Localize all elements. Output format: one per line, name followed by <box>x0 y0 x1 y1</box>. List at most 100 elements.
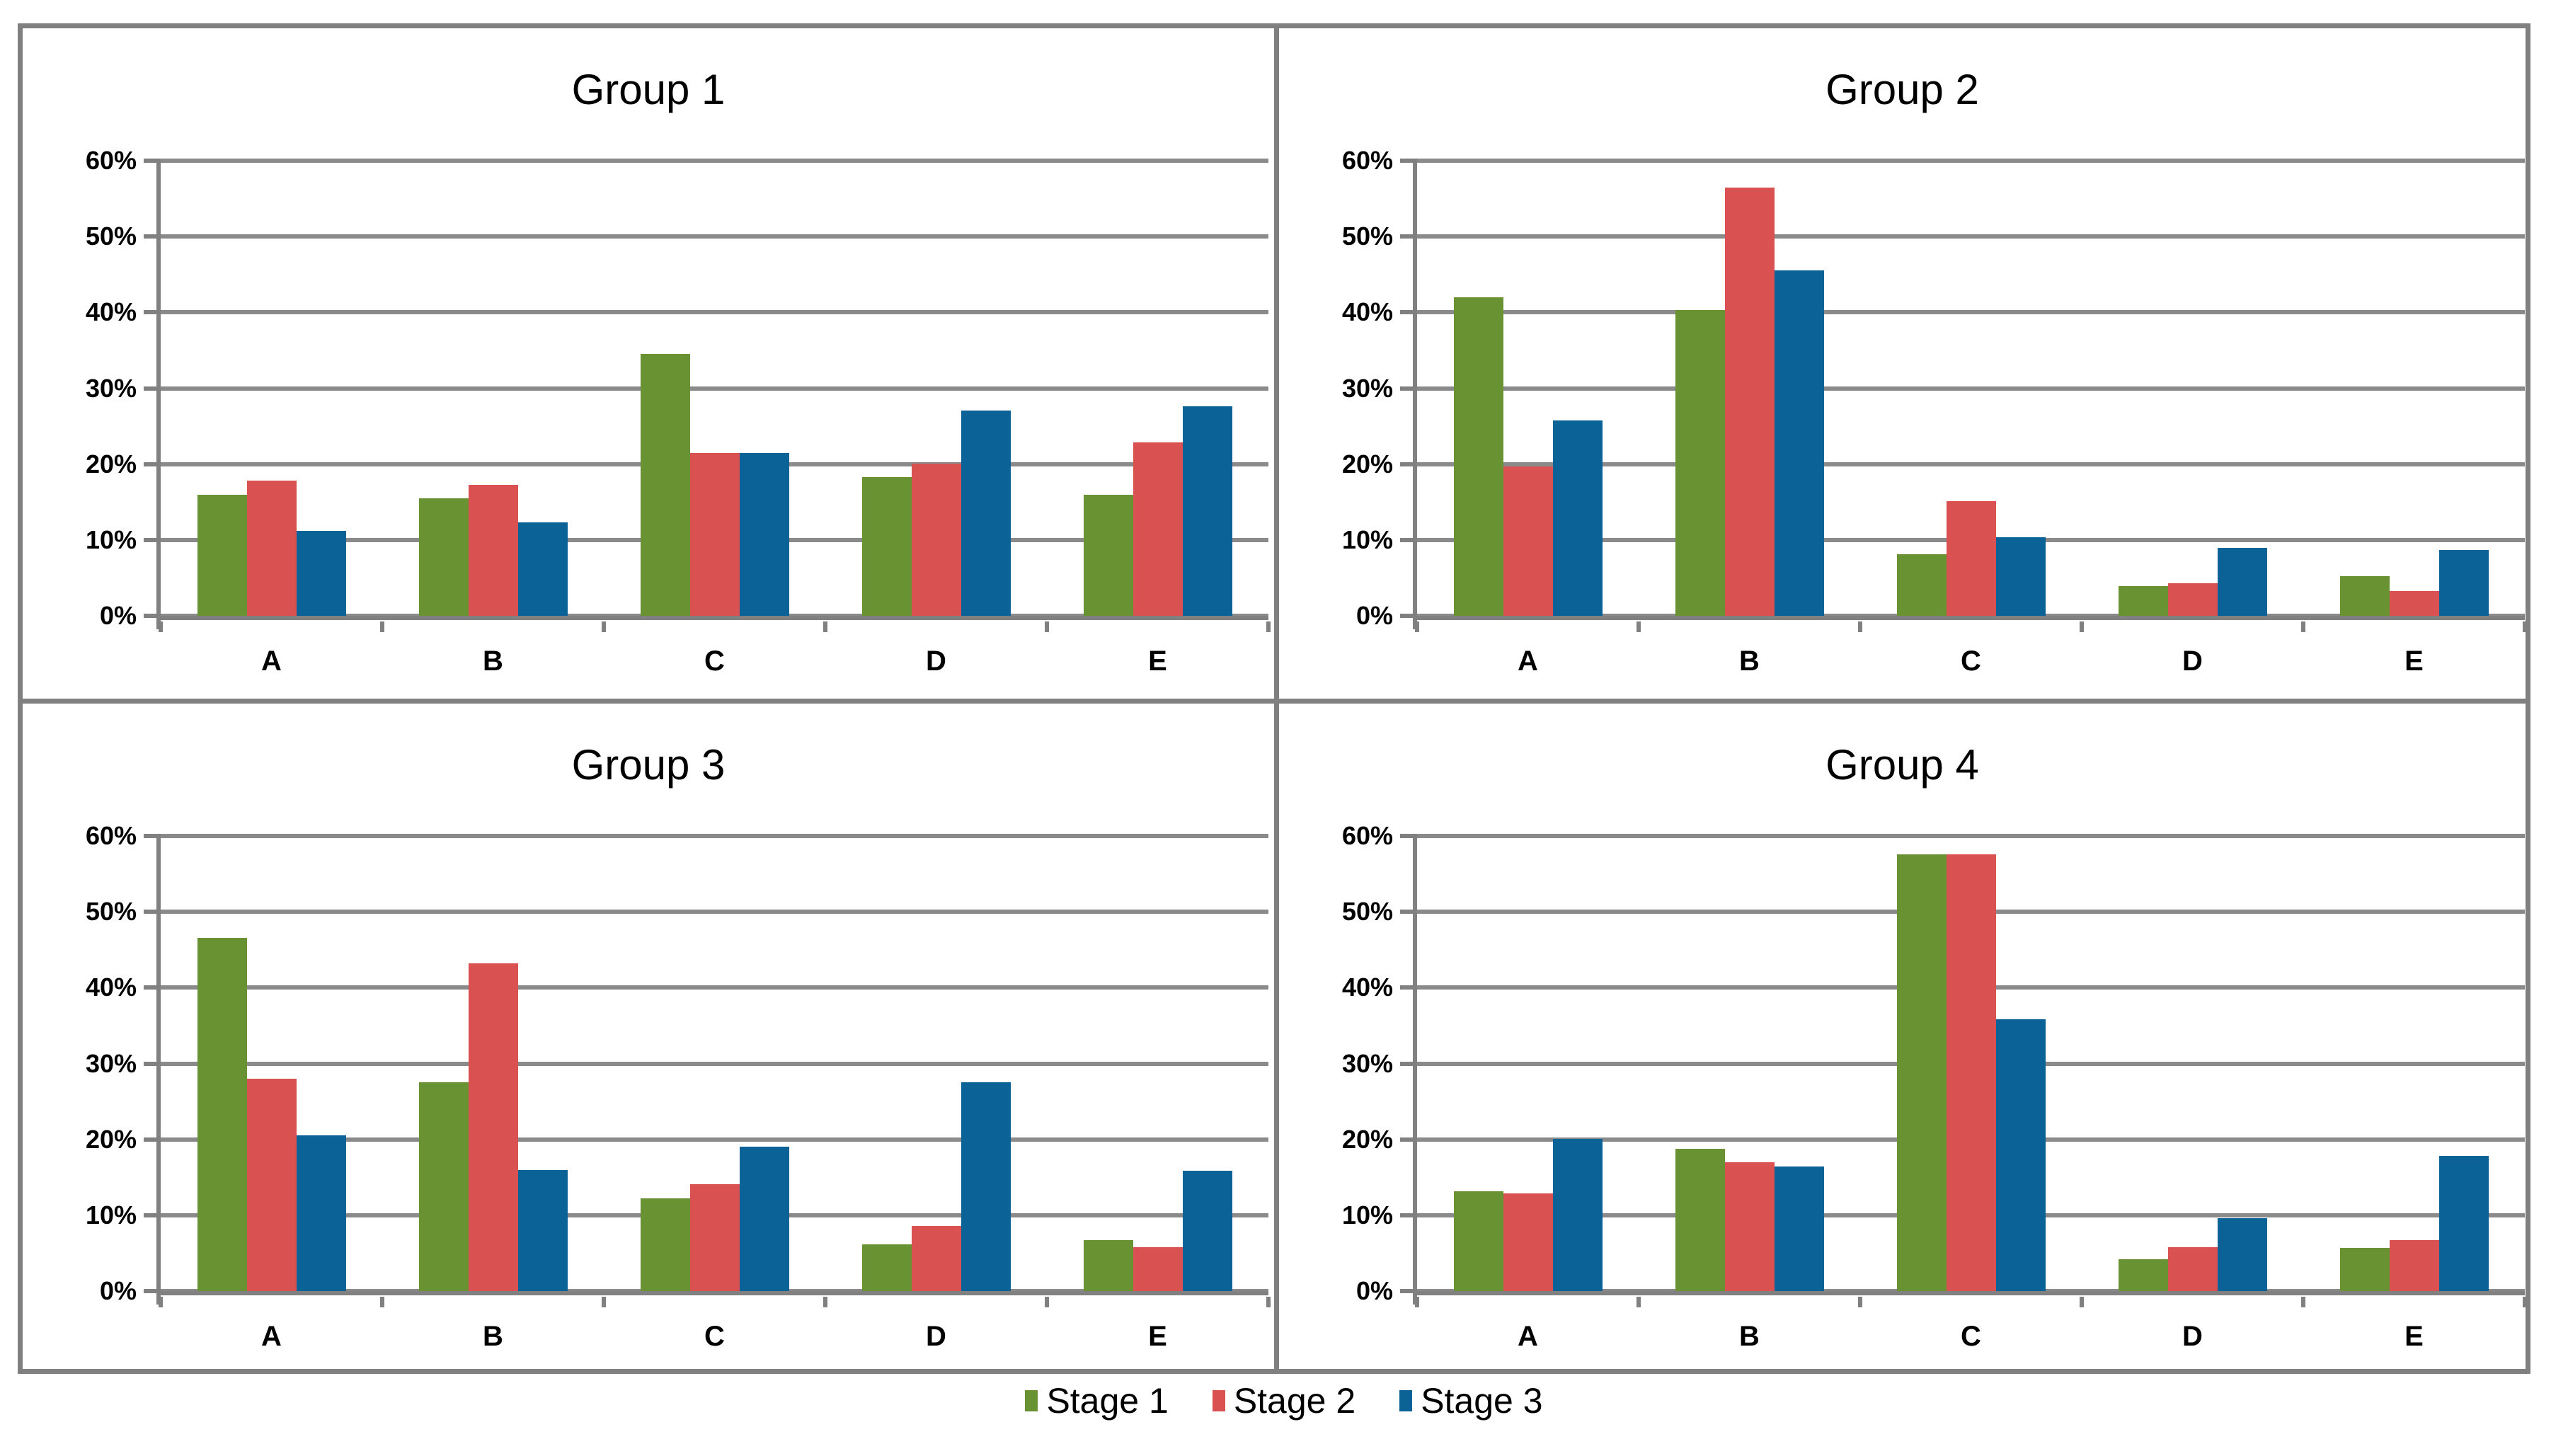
x-axis-label-A: A <box>1518 1321 1538 1352</box>
bar-stage1-E <box>1083 1240 1133 1291</box>
x-tick-mark <box>1636 1297 1641 1307</box>
x-axis-label-C: C <box>704 646 725 677</box>
y-tick-mark <box>1400 234 1413 239</box>
bar-stage1-C <box>640 1198 690 1291</box>
x-tick-mark <box>380 621 384 632</box>
y-axis-label: 30% <box>85 1048 137 1078</box>
bar-stage1-E <box>1083 494 1133 616</box>
chart-panel-group-2: Group 2 60% 50% 40% 30% 20% 10% 0% A B C D E <box>1274 28 2527 699</box>
bar-stage1-A <box>197 494 247 616</box>
y-axis-label: 30% <box>1341 1048 1393 1078</box>
x-tick-mark <box>2523 1297 2527 1307</box>
y-tick-mark <box>1400 910 1413 915</box>
bar-stage2-A <box>1503 1193 1553 1291</box>
y-tick-mark <box>1400 1213 1413 1217</box>
x-tick-mark <box>1858 1297 1862 1307</box>
y-axis-label: 40% <box>85 297 137 327</box>
x-tick-mark <box>159 1297 163 1307</box>
bar-stage1-C <box>1896 554 1947 616</box>
x-tick-mark <box>380 1297 384 1307</box>
plot-area-group-1: 60% 50% 40% 30% 20% 10% 0% A B C D E <box>86 148 1271 675</box>
x-axis-line <box>156 1291 1268 1295</box>
y-tick-mark <box>144 537 156 542</box>
y-axis-line <box>156 159 161 629</box>
bar-stage2-D <box>2167 583 2218 616</box>
x-tick-mark <box>2523 621 2527 632</box>
x-tick-mark <box>2301 621 2305 632</box>
y-tick-mark <box>1400 834 1413 838</box>
bar-stage2-E <box>2389 1240 2439 1291</box>
x-axis-label-C: C <box>1961 1321 1981 1352</box>
plot-area-group-4: 60% 50% 40% 30% 20% 10% 0% A B C D E <box>1342 823 2527 1351</box>
x-axis-label-D: D <box>2182 1321 2203 1352</box>
bar-stage3-A <box>296 1135 346 1291</box>
y-tick-mark <box>144 386 156 391</box>
y-tick-mark <box>1400 985 1413 990</box>
y-tick-mark <box>144 1137 156 1142</box>
x-tick-mark <box>1636 621 1641 632</box>
y-axis-label: 20% <box>85 1124 137 1154</box>
y-tick-mark <box>1400 614 1413 618</box>
legend-swatch-stage-3-icon <box>1399 1390 1413 1411</box>
y-axis-label: 20% <box>1341 1124 1393 1154</box>
legend-item-stage-3: Stage 3 <box>1399 1380 1543 1421</box>
x-tick-mark <box>823 1297 827 1307</box>
x-axis-label-D: D <box>926 1321 946 1352</box>
y-axis-label: 30% <box>85 373 137 403</box>
bar-stage3-A <box>296 530 346 616</box>
x-tick-mark <box>2080 621 2084 632</box>
y-tick-mark <box>1400 1289 1413 1293</box>
y-axis-line <box>156 834 161 1305</box>
bar-stage2-D <box>2167 1246 2218 1291</box>
y-axis-label: 10% <box>1341 524 1393 554</box>
bar-stage3-C <box>1995 1019 2046 1291</box>
x-axis-line <box>1413 616 2525 620</box>
bar-stage2-A <box>1503 466 1553 616</box>
y-axis-label: 60% <box>85 821 137 850</box>
x-tick-mark <box>602 1297 606 1307</box>
bar-stage2-E <box>2389 590 2439 616</box>
y-tick-mark <box>144 834 156 838</box>
y-axis-line <box>1413 834 1417 1305</box>
x-axis-label-A: A <box>261 646 282 677</box>
y-axis-label: 20% <box>1341 449 1393 478</box>
y-axis-label: 50% <box>1341 222 1393 251</box>
y-axis-label: 10% <box>85 1200 137 1229</box>
y-axis-label: 10% <box>1341 1200 1393 1229</box>
bar-stage3-D <box>2217 547 2267 616</box>
bar-stage3-C <box>739 452 789 616</box>
x-axis-label-C: C <box>704 1321 725 1352</box>
bar-stage2-D <box>911 463 961 616</box>
x-axis-label-B: B <box>483 646 503 677</box>
y-tick-mark <box>144 310 156 315</box>
bar-stage1-A <box>197 937 247 1291</box>
x-axis-label-B: B <box>483 1321 503 1352</box>
legend-item-stage-2: Stage 2 <box>1212 1380 1355 1421</box>
bar-stage1-D <box>861 1244 912 1291</box>
bar-stage1-D <box>861 476 912 616</box>
y-tick-mark <box>1400 462 1413 466</box>
y-tick-mark <box>1400 386 1413 391</box>
bar-stage1-B <box>418 498 469 616</box>
x-tick-mark <box>159 621 163 632</box>
x-tick-mark <box>602 621 606 632</box>
legend-label-stage-1: Stage 1 <box>1046 1381 1169 1421</box>
bar-stage2-B <box>468 484 518 616</box>
y-tick-mark <box>144 1213 156 1217</box>
legend-swatch-stage-1-icon <box>1025 1390 1038 1411</box>
charts-grid: Group 1 60% 50% 40% 30% 20% 10% 0% A B C D E Group … <box>18 23 2530 1374</box>
x-axis-label-A: A <box>1518 646 1538 677</box>
x-axis-label-E: E <box>1148 1321 1167 1352</box>
y-tick-mark <box>144 1289 156 1293</box>
chart-panel-group-1: Group 1 60% 50% 40% 30% 20% 10% 0% A B C D E <box>23 28 1274 699</box>
gridline-40% <box>161 985 1268 990</box>
bar-stage2-C <box>1946 501 1996 616</box>
chart-panel-group-4: Group 4 60% 50% 40% 30% 20% 10% 0% A B C D E <box>1274 699 2527 1369</box>
bar-stage2-D <box>911 1225 961 1291</box>
x-tick-mark <box>1045 1297 1049 1307</box>
gridline-20% <box>1417 462 2525 466</box>
y-axis-label: 20% <box>85 449 137 478</box>
x-tick-mark <box>2301 1297 2305 1307</box>
bar-stage1-B <box>1675 1148 1725 1291</box>
bar-stage2-C <box>1946 854 1996 1291</box>
